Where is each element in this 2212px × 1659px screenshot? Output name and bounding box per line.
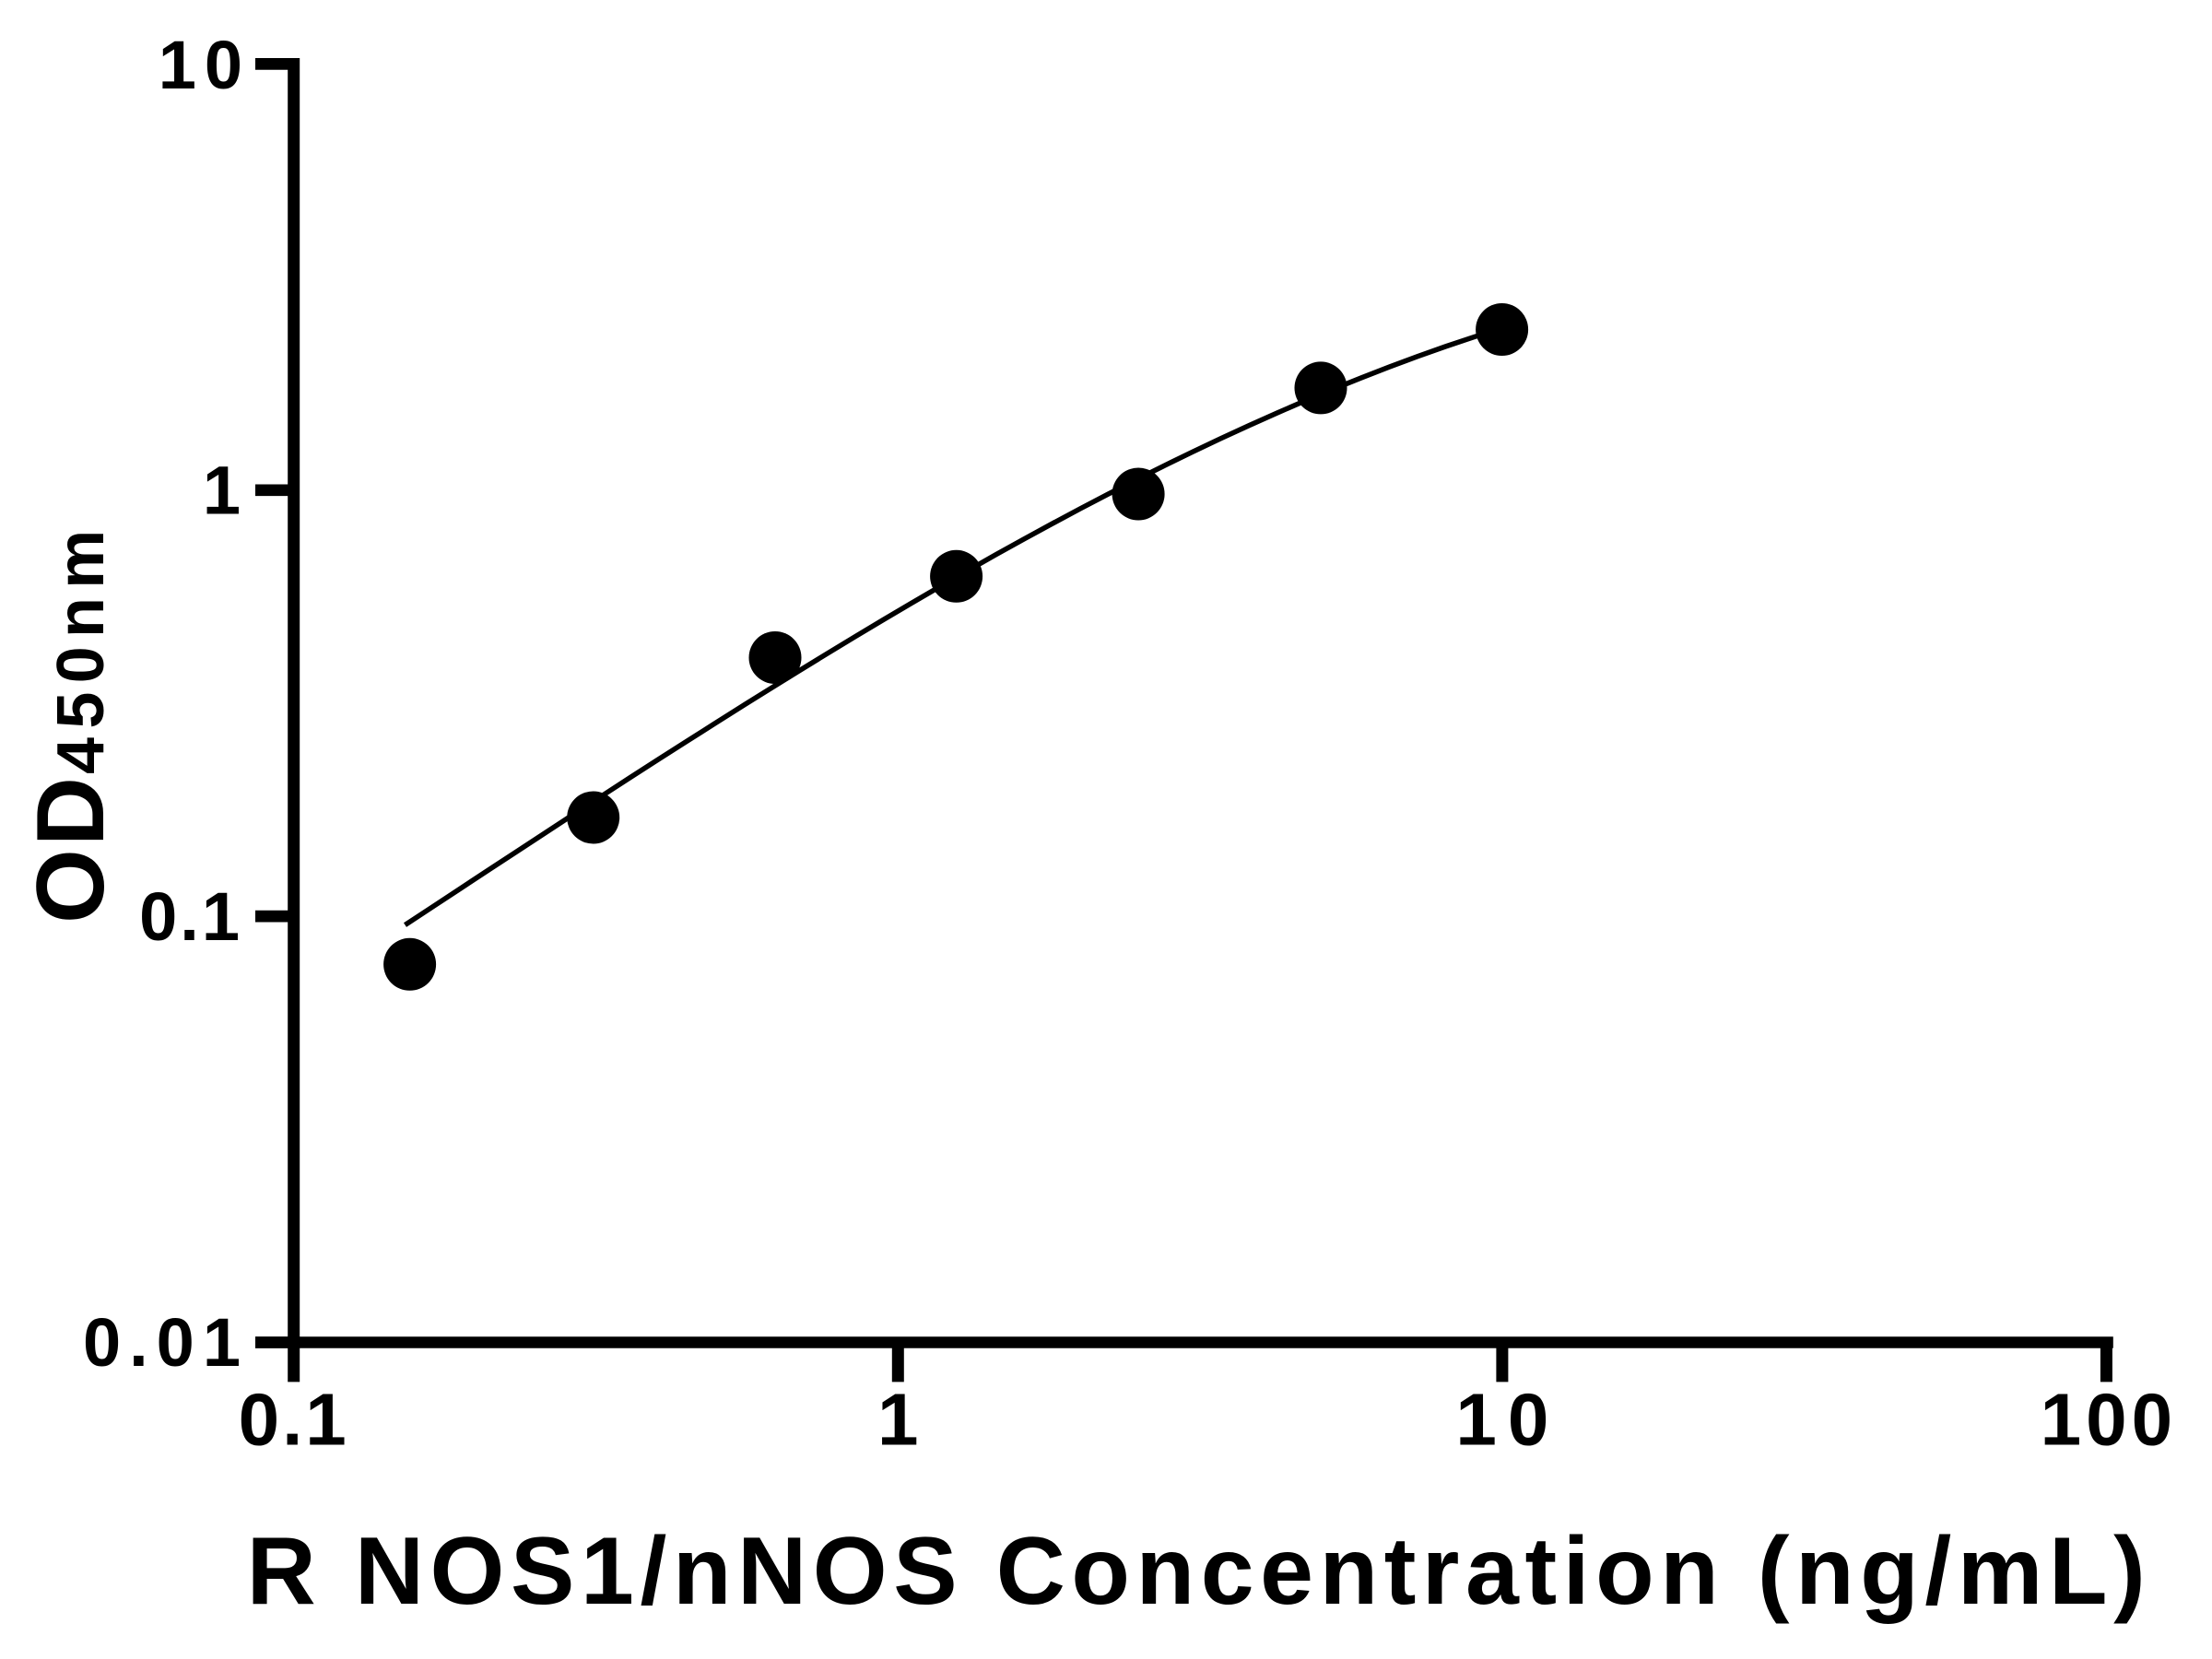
svg-text:OD450nm: OD450nm xyxy=(18,521,124,924)
svg-text:100: 100 xyxy=(2041,1379,2177,1461)
svg-text:0.1: 0.1 xyxy=(139,878,242,955)
svg-text:1: 1 xyxy=(877,1379,919,1461)
svg-text:10: 10 xyxy=(1455,1379,1559,1461)
svg-text:0.01: 0.01 xyxy=(83,1304,249,1381)
svg-text:R NOS1/nNOS Concentration (ng/: R NOS1/nNOS Concentration (ng/mL) xyxy=(247,1518,2152,1625)
svg-text:0.1: 0.1 xyxy=(239,1379,349,1461)
svg-text:1: 1 xyxy=(203,453,241,529)
svg-text:10: 10 xyxy=(159,27,251,103)
